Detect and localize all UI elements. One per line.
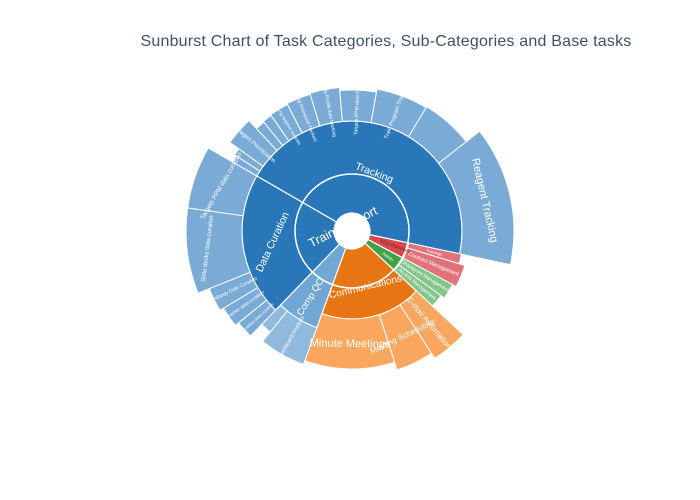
label-trainings: Trainings [426, 248, 443, 257]
root-circle[interactable] [294, 173, 410, 289]
chart-title: Sunburst Chart of Task Categories, Sub-C… [140, 33, 632, 50]
label-minute-meetings: Minute Meetings [310, 337, 391, 350]
label-admin: Admin [381, 251, 395, 263]
label-targets-ppm-data-tracking: Targets PPM data tracking [353, 76, 362, 135]
wedge-reagent-tracking[interactable] [437, 130, 515, 266]
wedge-targets-ppm-data-curation[interactable] [187, 147, 258, 217]
